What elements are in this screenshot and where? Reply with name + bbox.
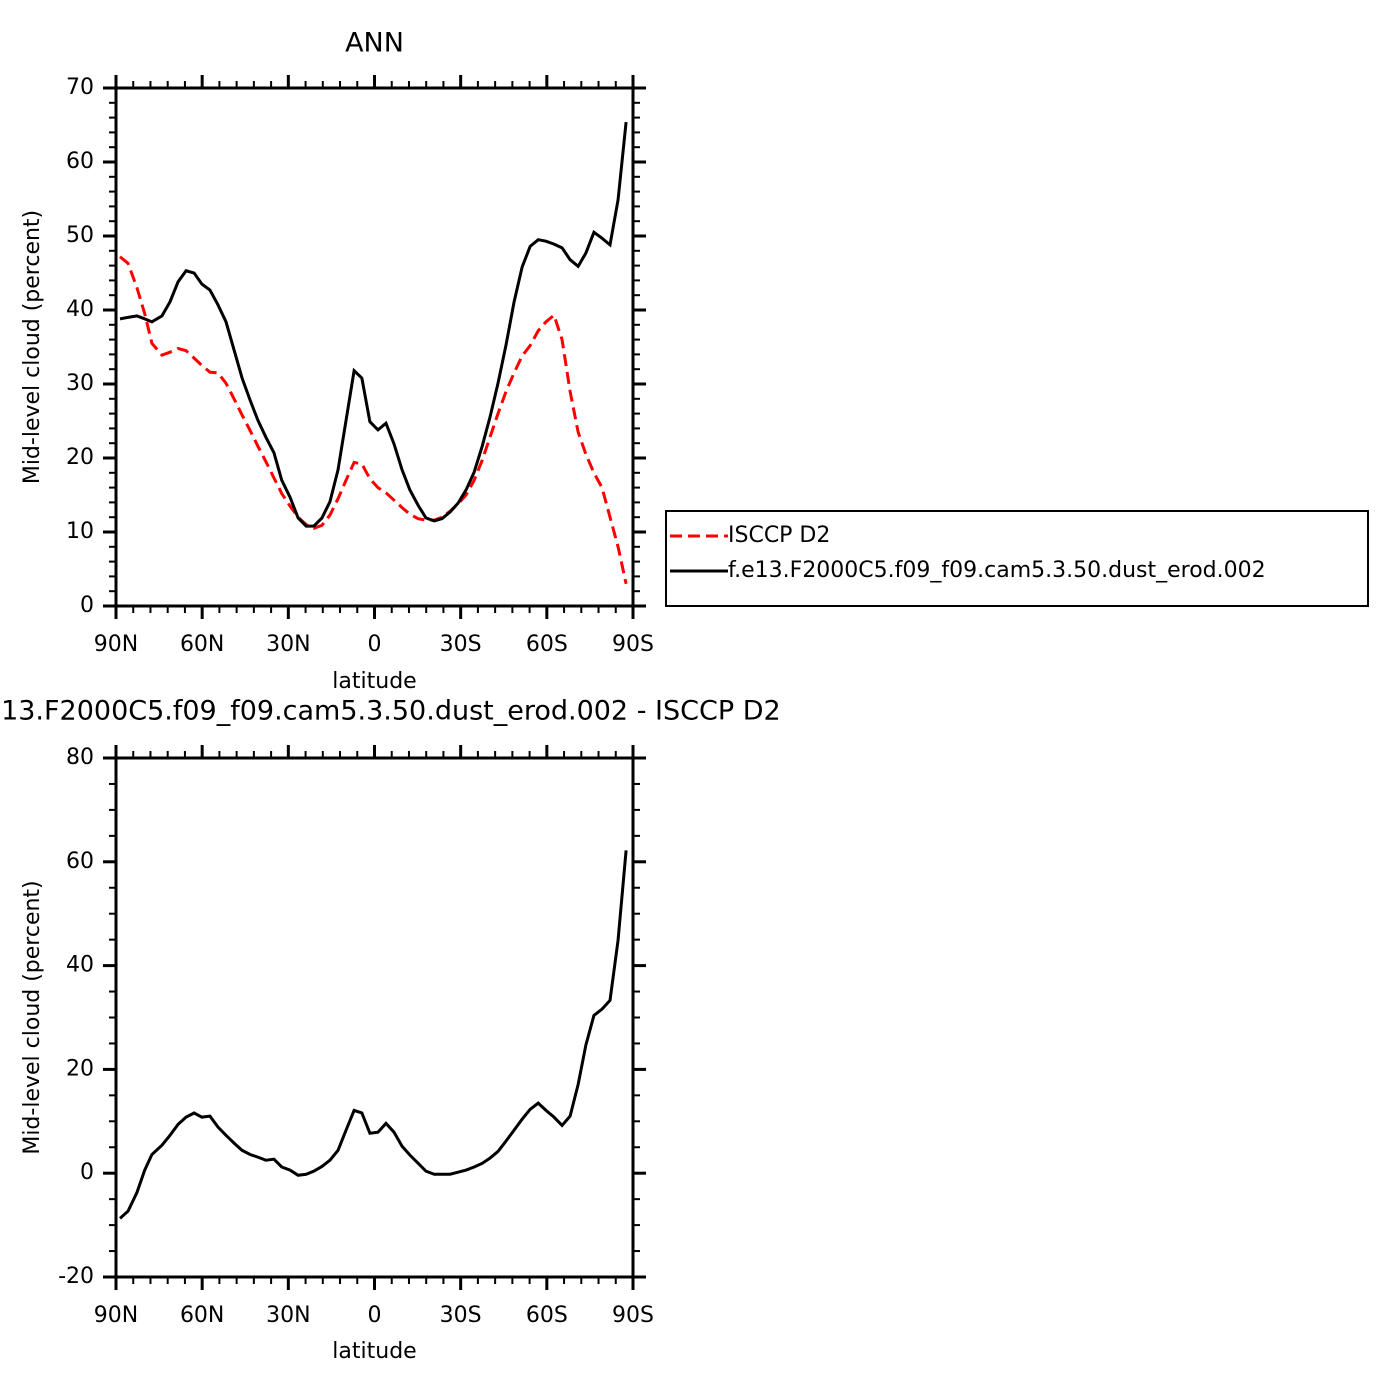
x-tick-label: 90S <box>612 1303 654 1328</box>
y-tick-label: -20 <box>58 1264 94 1289</box>
y-tick-label: 0 <box>80 593 94 618</box>
y-tick-label: 20 <box>66 445 94 470</box>
plot-frame <box>114 756 635 1279</box>
x-axis-label: latitude <box>332 669 416 694</box>
x-tick-label: 90S <box>612 632 654 657</box>
y-axis-label: Mid-level cloud (percent) <box>20 210 45 484</box>
y-tick-label: 40 <box>66 953 94 978</box>
y-tick-label: 0 <box>80 1160 94 1185</box>
series-line <box>119 255 628 585</box>
x-tick-label: 30S <box>440 1303 482 1328</box>
series-line <box>119 850 628 1220</box>
y-tick-label: 40 <box>66 297 94 322</box>
y-tick-label: 50 <box>66 223 94 248</box>
chart-title: f.e13.F2000C5.f09_f09.cam5.3.50.dust_ero… <box>0 696 781 727</box>
y-tick-label: 60 <box>66 149 94 174</box>
y-tick-label: 70 <box>66 75 94 100</box>
x-tick-label: 60S <box>526 1303 568 1328</box>
chart-title: ANN <box>345 28 404 59</box>
y-tick-label: 30 <box>66 371 94 396</box>
y-tick-label: 80 <box>66 745 94 770</box>
x-tick-label: 60N <box>180 632 224 657</box>
x-tick-label: 60S <box>526 632 568 657</box>
y-tick-label: 20 <box>66 1056 94 1081</box>
legend-box <box>665 510 1369 607</box>
x-tick-label: 30N <box>266 1303 310 1328</box>
legend-label: f.e13.F2000C5.f09_f09.cam5.3.50.dust_ero… <box>728 558 1266 583</box>
x-tick-label: 30S <box>440 632 482 657</box>
x-tick-label: 30N <box>266 632 310 657</box>
y-tick-label: 10 <box>66 519 94 544</box>
series-line <box>119 121 628 528</box>
legend-label: ISCCP D2 <box>728 523 830 548</box>
y-axis-label: Mid-level cloud (percent) <box>20 880 45 1154</box>
x-tick-label: 90N <box>94 1303 138 1328</box>
plot-frame <box>114 86 635 608</box>
x-tick-label: 60N <box>180 1303 224 1328</box>
x-axis-label: latitude <box>332 1339 416 1364</box>
x-tick-label: 0 <box>368 632 382 657</box>
y-tick-label: 60 <box>66 849 94 874</box>
x-tick-label: 0 <box>368 1303 382 1328</box>
x-tick-label: 90N <box>94 632 138 657</box>
